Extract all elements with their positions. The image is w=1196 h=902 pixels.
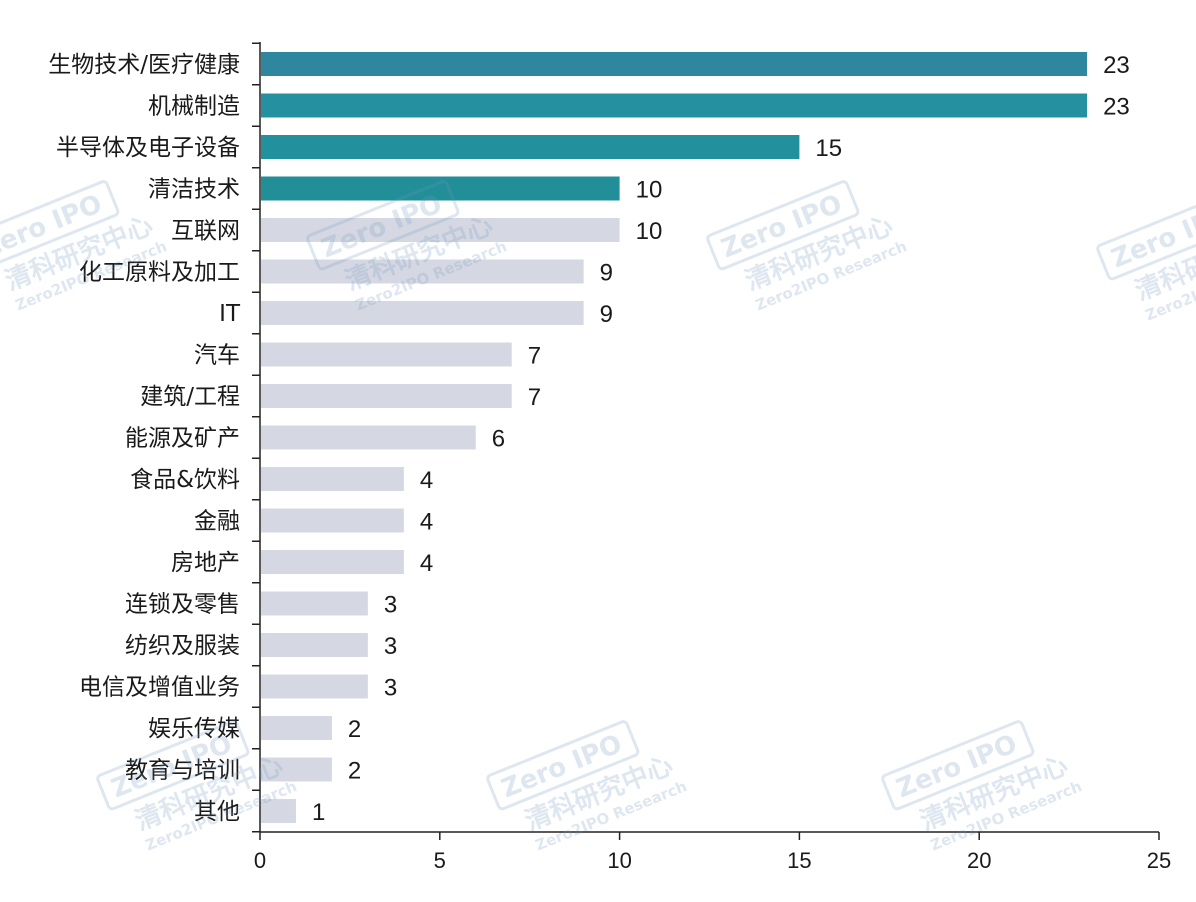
category-label: 电信及增值业务 (79, 675, 240, 701)
x-tick-label: 20 (967, 848, 991, 873)
value-label: 10 (636, 177, 663, 204)
bar (261, 176, 620, 201)
category-label: 清洁技术 (148, 177, 240, 203)
x-tick-label: 0 (254, 848, 266, 873)
bar (261, 93, 1088, 118)
bar (261, 301, 584, 325)
category-label: 其他 (194, 799, 240, 825)
bar (261, 674, 368, 699)
category-label: 金融 (194, 509, 240, 535)
category-label: 教育与培训 (125, 758, 240, 784)
value-label: 23 (1103, 52, 1130, 79)
value-label: 4 (420, 509, 433, 536)
category-label: 食品&饮料 (130, 467, 240, 493)
bar (261, 591, 368, 616)
x-tick-label: 25 (1147, 848, 1171, 873)
value-label: 3 (384, 592, 397, 619)
value-label: 15 (815, 135, 842, 162)
bar (261, 508, 404, 533)
category-label: 房地产 (171, 550, 240, 576)
value-label: 6 (492, 426, 505, 453)
category-label: 能源及矿产 (125, 426, 240, 452)
x-tick-label: 15 (787, 848, 811, 873)
value-label: 4 (420, 550, 433, 577)
bars-group (261, 52, 1088, 823)
x-tick-label: 10 (607, 848, 631, 873)
category-label: 娱乐传媒 (148, 716, 240, 742)
bar (261, 633, 368, 657)
value-label: 2 (348, 758, 361, 785)
bar (261, 342, 512, 367)
bar (261, 52, 1088, 76)
category-label: 互联网 (171, 218, 240, 244)
value-label: 9 (600, 301, 613, 328)
value-label: 3 (384, 675, 397, 702)
category-label: 汽车 (194, 343, 240, 369)
value-label: 10 (636, 218, 663, 245)
category-label: 机械制造 (148, 94, 240, 120)
bar (261, 799, 296, 823)
bar (261, 384, 512, 408)
value-label: 7 (528, 384, 541, 411)
value-label: 7 (528, 343, 541, 370)
value-label: 4 (420, 467, 433, 494)
value-label: 23 (1103, 94, 1130, 121)
category-label: 建筑/工程 (140, 384, 240, 410)
category-label: 化工原料及加工 (79, 260, 240, 286)
value-label: 2 (348, 716, 361, 743)
axes-group (252, 42, 1160, 840)
bar (261, 757, 332, 782)
value-label: 1 (312, 799, 325, 826)
category-label: 半导体及电子设备 (56, 135, 240, 161)
category-label: 生物技术/医疗健康 (48, 52, 240, 78)
bar (261, 716, 332, 740)
bar (261, 550, 404, 574)
bar (261, 259, 584, 284)
category-label: 纺织及服装 (125, 633, 240, 659)
category-label: IT (219, 301, 241, 327)
value-label: 9 (600, 260, 613, 287)
category-label: 连锁及零售 (125, 592, 240, 618)
value-label: 3 (384, 633, 397, 660)
x-tick-label: 5 (434, 848, 446, 873)
bar (261, 218, 620, 242)
bar (261, 467, 404, 491)
bar (261, 425, 476, 450)
bar (261, 135, 800, 159)
